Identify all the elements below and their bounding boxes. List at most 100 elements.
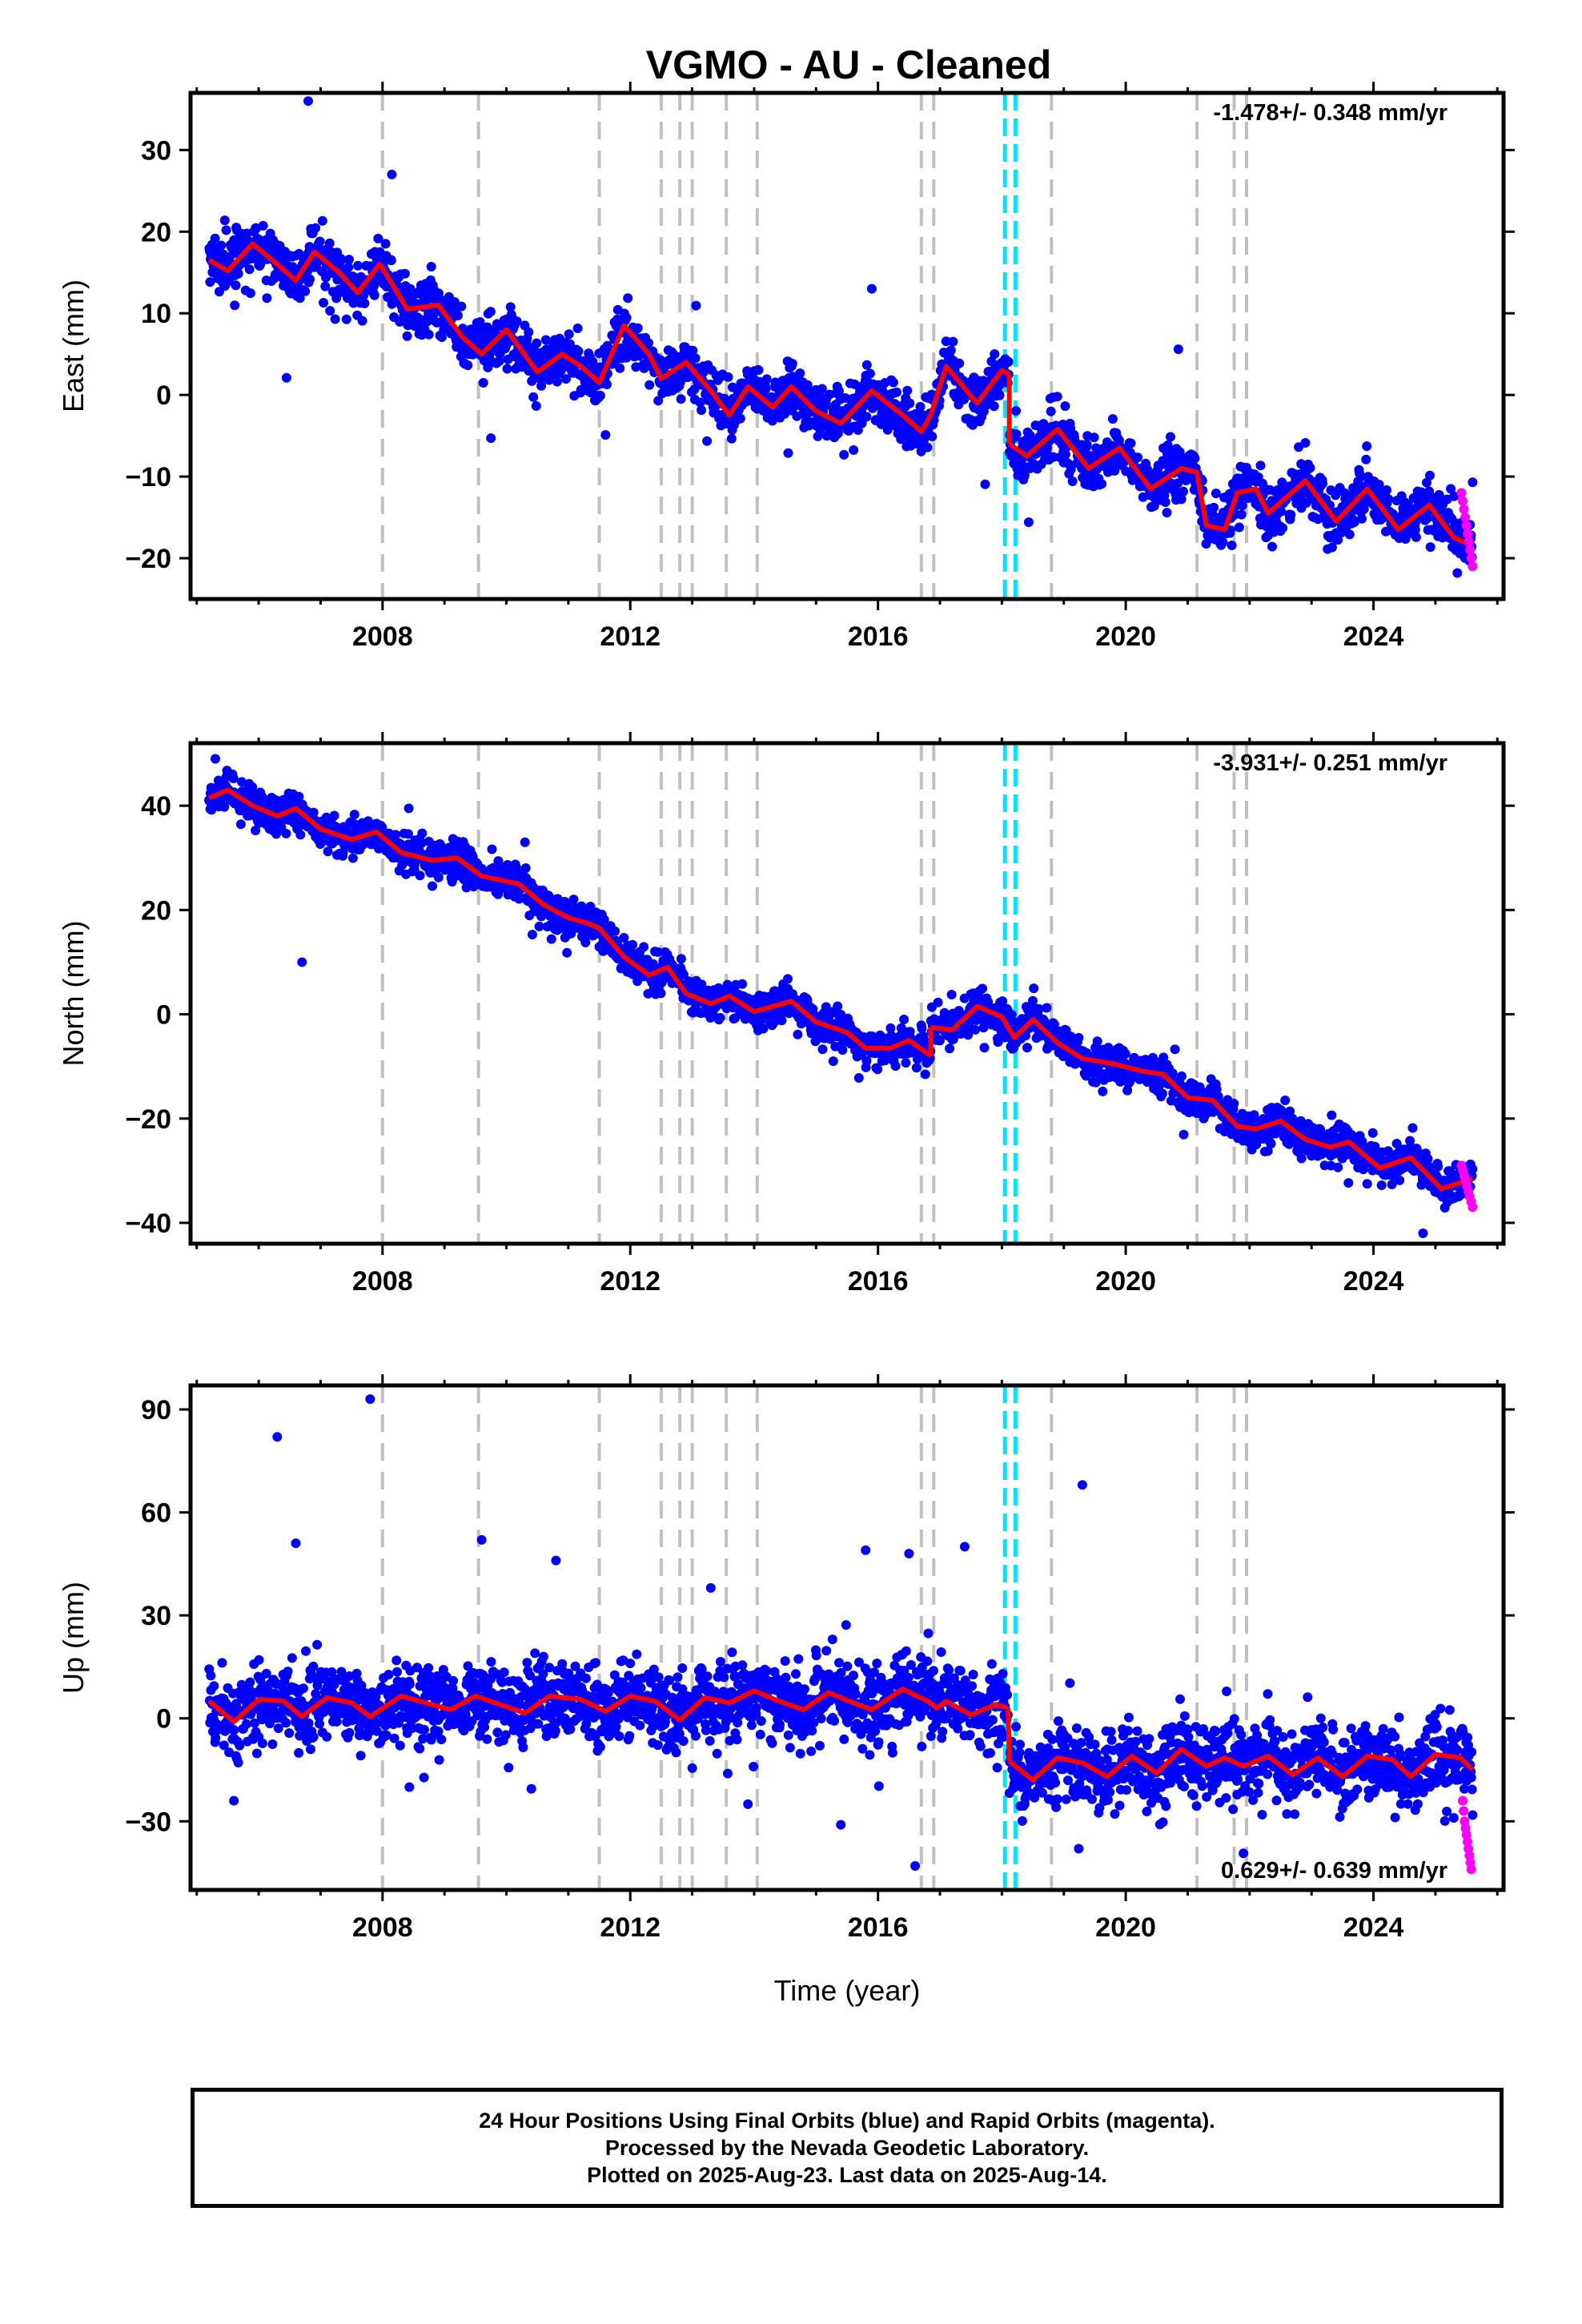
final-orbit-point	[653, 396, 664, 406]
final-orbit-point	[1411, 532, 1421, 542]
final-orbit-point	[1029, 983, 1039, 994]
final-orbit-point	[281, 828, 291, 838]
final-orbit-point	[758, 1023, 769, 1034]
final-orbit-point	[644, 338, 653, 348]
final-orbit-point	[1133, 452, 1143, 463]
final-orbit-point	[320, 281, 331, 292]
final-orbit-point	[861, 412, 872, 422]
model-line	[207, 241, 1011, 434]
final-orbit-point	[344, 255, 354, 265]
final-orbit-point	[1022, 1043, 1032, 1053]
y-tick-label: 30	[141, 135, 171, 166]
final-orbit-point	[792, 411, 802, 421]
final-orbit-point	[1082, 440, 1092, 450]
final-orbit-point	[417, 828, 428, 838]
final-orbit-point	[377, 822, 387, 833]
final-orbit-point	[1019, 470, 1030, 480]
final-orbit-point	[715, 1012, 725, 1023]
rapid-orbit-point	[1468, 561, 1478, 572]
final-orbit-point	[737, 979, 748, 989]
final-orbit-point	[528, 392, 539, 402]
final-orbit-point	[300, 286, 311, 296]
final-orbit-point	[1357, 513, 1367, 524]
chart-title: VGMO - AU - Cleaned	[646, 42, 1052, 87]
final-orbit-point	[1278, 523, 1288, 533]
final-orbit-point	[783, 448, 793, 458]
final-orbit-point	[216, 240, 227, 251]
rapid-orbit-points	[1456, 488, 1478, 572]
final-orbit-point	[1318, 478, 1328, 489]
final-orbit-point	[1374, 480, 1384, 490]
final-orbit-point	[888, 377, 898, 388]
final-orbit-point	[639, 942, 649, 952]
x-tick-label: 2020	[1095, 621, 1156, 652]
final-orbit-point	[899, 1015, 909, 1024]
final-orbit-point	[735, 413, 745, 424]
final-orbit-point	[1097, 479, 1107, 489]
final-orbit-point	[568, 895, 579, 905]
final-orbit-point	[615, 363, 625, 373]
final-orbit-point	[1227, 541, 1237, 550]
final-orbit-point	[994, 390, 1005, 400]
final-orbit-point	[1167, 1068, 1178, 1079]
final-orbit-point	[1149, 501, 1159, 511]
final-orbit-point	[1052, 392, 1062, 402]
final-orbit-point	[485, 307, 496, 317]
rapid-orbit-point	[1461, 521, 1472, 531]
final-orbit-point	[933, 997, 943, 1007]
final-orbit-point	[562, 947, 572, 958]
final-orbit-point	[1218, 537, 1228, 548]
plot-frame	[188, 90, 1506, 601]
final-orbit-point	[1280, 1096, 1291, 1105]
final-orbit-point	[849, 445, 859, 455]
plot-area	[204, 743, 1478, 1244]
final-orbit-point	[262, 293, 272, 304]
final-orbit-point	[1362, 441, 1372, 452]
final-orbit-point	[1058, 420, 1068, 429]
final-orbit-point	[230, 300, 240, 311]
final-orbit-point	[1266, 1139, 1276, 1149]
final-orbit-point	[1003, 356, 1014, 367]
final-orbit-point	[324, 238, 335, 248]
final-orbit-point	[1209, 502, 1219, 513]
final-orbit-point	[1327, 542, 1337, 553]
final-orbit-point	[890, 1061, 901, 1072]
rapid-orbit-point	[1465, 545, 1476, 555]
final-orbit-point	[801, 412, 811, 422]
rapid-orbit-point	[1466, 553, 1476, 564]
final-orbit-point	[1011, 406, 1022, 416]
final-orbit-point	[1126, 438, 1136, 448]
final-orbit-point	[1011, 429, 1022, 440]
final-orbit-point	[494, 356, 504, 366]
final-orbit-point	[572, 324, 583, 333]
final-orbit-point	[235, 819, 246, 830]
final-orbit-point	[989, 401, 999, 412]
final-orbit-point	[1090, 1077, 1101, 1088]
x-tick-label: 2008	[352, 621, 413, 652]
final-orbit-point	[534, 921, 544, 931]
final-orbit-point	[861, 360, 872, 370]
rate-label: -1.478+/- 0.348 mm/yr	[1213, 100, 1447, 126]
final-orbit-point	[1211, 489, 1221, 499]
final-orbit-point	[853, 1073, 864, 1083]
final-orbit-point	[1120, 1048, 1130, 1059]
final-orbit-point	[927, 432, 938, 441]
final-orbit-point	[1237, 501, 1247, 511]
final-orbit-point	[902, 385, 913, 396]
final-orbit-point	[532, 338, 542, 348]
final-orbit-point	[610, 926, 620, 936]
final-orbit-point	[1305, 463, 1315, 473]
final-orbit-point	[329, 810, 339, 821]
final-orbit-point	[954, 358, 965, 368]
final-orbit-point	[428, 881, 437, 891]
final-orbit-point	[402, 331, 412, 341]
final-orbit-point	[357, 316, 367, 326]
final-orbit-point	[761, 384, 771, 394]
final-orbit-point	[527, 930, 537, 939]
final-orbit-point	[415, 870, 425, 881]
outlier-point	[1173, 344, 1183, 355]
final-orbit-point	[219, 215, 230, 226]
final-orbit-point	[1160, 497, 1170, 507]
final-orbit-point	[1452, 568, 1463, 578]
